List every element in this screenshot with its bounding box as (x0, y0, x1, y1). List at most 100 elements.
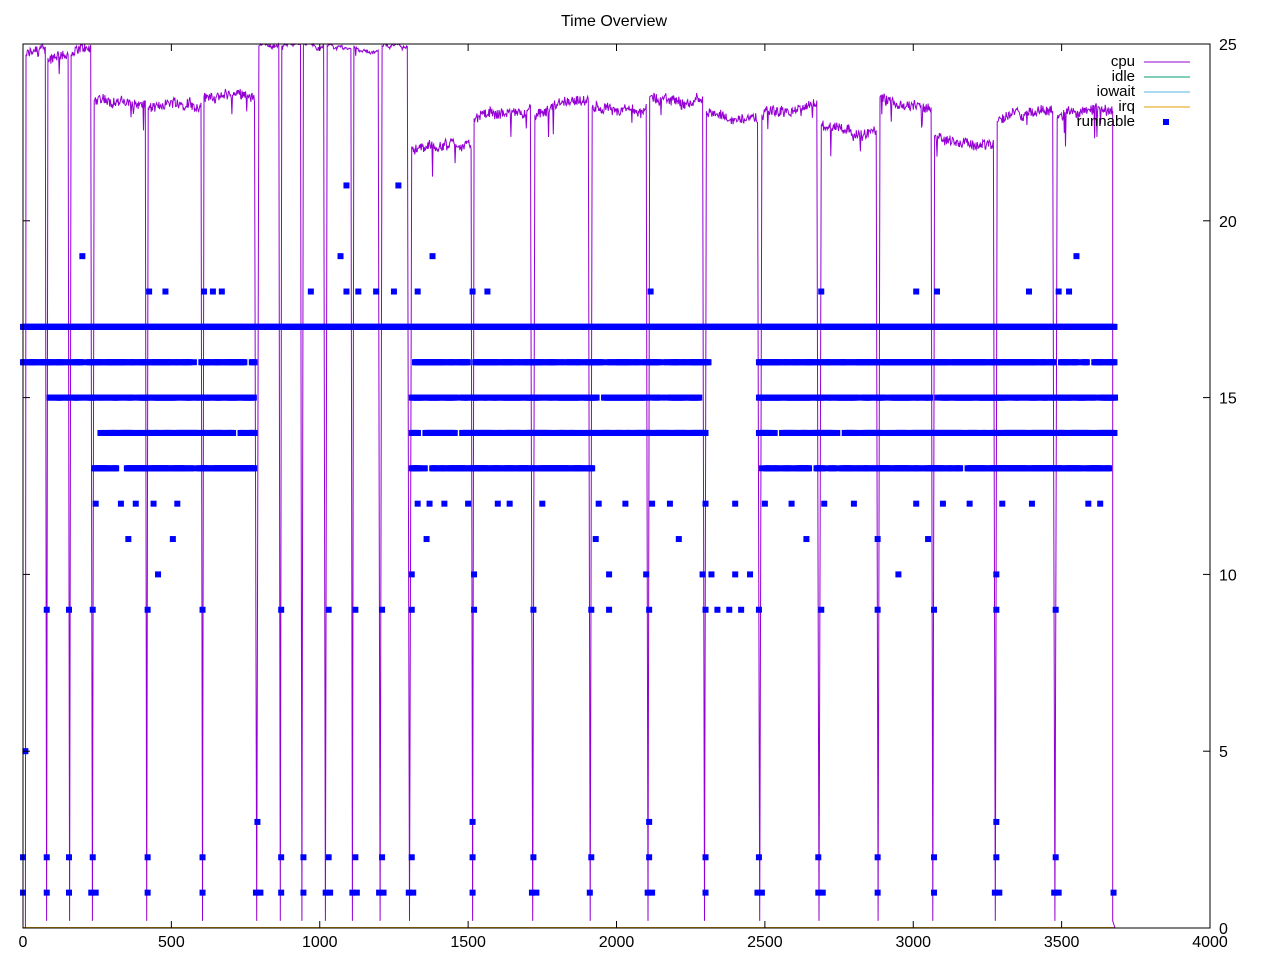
runnable-point (469, 889, 476, 896)
runnable-point (105, 394, 112, 401)
runnable-point (702, 500, 709, 507)
runnable-point (1111, 323, 1118, 330)
runnable-point (1023, 429, 1030, 436)
y-tick-label: 0 (1219, 921, 1228, 938)
runnable-point (441, 465, 448, 472)
y-axis: 0 5 10 15 20 25 (23, 37, 1237, 938)
runnable-point (337, 253, 344, 260)
runnable-point (1111, 429, 1118, 436)
runnable-point (1077, 359, 1084, 366)
runnable-point (983, 429, 990, 436)
runnable-point (646, 818, 653, 825)
runnable-point (702, 606, 709, 613)
runnable-point (606, 606, 613, 613)
runnable-point (579, 465, 586, 472)
legend-label-irq: irq (1118, 98, 1135, 115)
runnable-point (714, 606, 721, 613)
runnable-point (1042, 359, 1049, 366)
runnable-point (834, 465, 841, 472)
runnable-point (518, 429, 525, 436)
y-tick-label: 5 (1219, 744, 1228, 761)
runnable-point (144, 606, 151, 613)
runnable-point (970, 394, 977, 401)
runnable-point (991, 889, 998, 896)
runnable-point (1090, 394, 1097, 401)
runnable-point (790, 465, 797, 472)
runnable-point (426, 500, 433, 507)
runnable-point (105, 465, 112, 472)
runnable-point (948, 465, 955, 472)
runnable-point (1083, 359, 1090, 366)
runnable-point (699, 571, 706, 578)
runnable-point (1052, 854, 1059, 861)
runnable-point (99, 394, 106, 401)
runnable-point (89, 606, 96, 613)
runnable-point (681, 394, 688, 401)
runnable-point (626, 359, 633, 366)
runnable-point (484, 465, 491, 472)
runnable-point (48, 394, 55, 401)
runnable-point (147, 429, 154, 436)
runnable-point (874, 889, 881, 896)
runnable-point (539, 359, 546, 366)
runnable-point (168, 429, 175, 436)
runnable-point (966, 500, 973, 507)
runnable-point (113, 465, 120, 472)
runnable-point (218, 288, 225, 295)
runnable-point (48, 359, 55, 366)
runnable-point (251, 465, 258, 472)
runnable-point (815, 889, 822, 896)
runnable-point (129, 429, 136, 436)
runnable-point (738, 606, 745, 613)
runnable-point (778, 465, 785, 472)
x-tick-label: 1500 (450, 934, 486, 951)
runnable-point (819, 465, 826, 472)
runnable-point (856, 465, 863, 472)
runnable-point (849, 465, 856, 472)
runnable-point (199, 606, 206, 613)
runnable-point (646, 606, 653, 613)
x-tick-label: 4000 (1192, 934, 1228, 951)
legend-label-runnable: runnable (1077, 113, 1135, 130)
runnable-point (1094, 394, 1101, 401)
runnable-point (1002, 394, 1009, 401)
runnable-point (423, 536, 430, 543)
runnable-point (1007, 394, 1014, 401)
runnable-point (1028, 500, 1035, 507)
y-tick-label: 25 (1219, 37, 1237, 54)
runnable-point (608, 359, 615, 366)
runnable-point (167, 359, 174, 366)
runnable-point (934, 394, 941, 401)
runnable-point (886, 465, 893, 472)
runnable-point (1106, 465, 1113, 472)
runnable-point (580, 359, 587, 366)
runnable-point (250, 394, 257, 401)
runnable-point (186, 359, 193, 366)
runnable-point (58, 359, 65, 366)
runnable-point (803, 536, 810, 543)
runnable-point (464, 359, 471, 366)
runnable-point (410, 889, 417, 896)
runnable-point (139, 429, 146, 436)
runnable-point (931, 889, 938, 896)
runnable-point (251, 359, 258, 366)
runnable-point (931, 606, 938, 613)
runnable-point (595, 500, 602, 507)
runnable-point (602, 359, 609, 366)
runnable-point (498, 429, 505, 436)
runnable-point (494, 394, 501, 401)
runnable-point (649, 889, 656, 896)
runnable-point (1065, 359, 1072, 366)
runnable-point (895, 571, 902, 578)
runnable-point (469, 818, 476, 825)
runnable-point (916, 394, 923, 401)
runnable-point (1050, 359, 1057, 366)
runnable-point (643, 571, 650, 578)
runnable-point (494, 500, 501, 507)
runnable-point (828, 394, 835, 401)
runnable-point (192, 465, 199, 472)
runnable-point (874, 606, 881, 613)
runnable-point (1062, 429, 1069, 436)
runnable-point (43, 889, 50, 896)
